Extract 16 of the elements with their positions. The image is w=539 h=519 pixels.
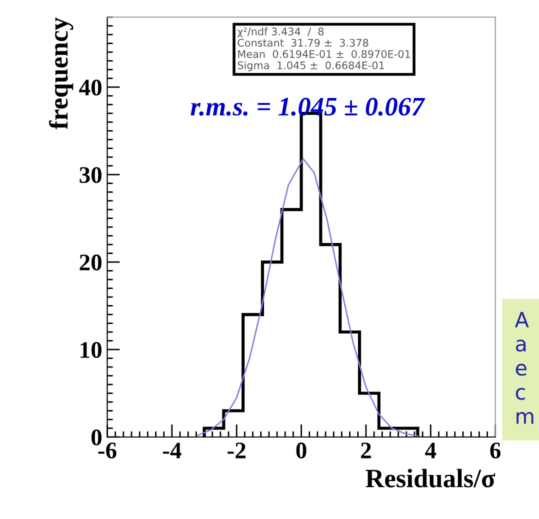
x-tick-label: -4: [162, 442, 182, 458]
x-tick-label: -2: [228, 442, 246, 458]
y-tick-label: 20: [80, 254, 102, 270]
x-axis-title: Residuals/σ: [366, 468, 496, 488]
annotation: r.m.s. = 1.045 ± 0.067: [190, 98, 426, 116]
x-tick-label: 0: [296, 442, 306, 458]
line-series: [197, 158, 418, 437]
text: A a e c m: [514, 312, 534, 424]
y-tick-label: 10: [80, 342, 102, 358]
x-tick-label: 2: [361, 442, 371, 458]
x-tick-label: 6: [490, 442, 501, 458]
x-tick-label: 4: [425, 442, 436, 458]
y-tick-label: 30: [80, 167, 102, 184]
y-axis-title: frequency: [48, 17, 74, 130]
y-tick-label: 40: [79, 80, 102, 96]
annotation: χ²/ndf 3.434 / 8 Constant 31.79 ± 3.378 Mean 0.6194E-01 ± 0.8970E-01 Sigma 1.045 ± 0.6684E-01: [237, 27, 410, 72]
